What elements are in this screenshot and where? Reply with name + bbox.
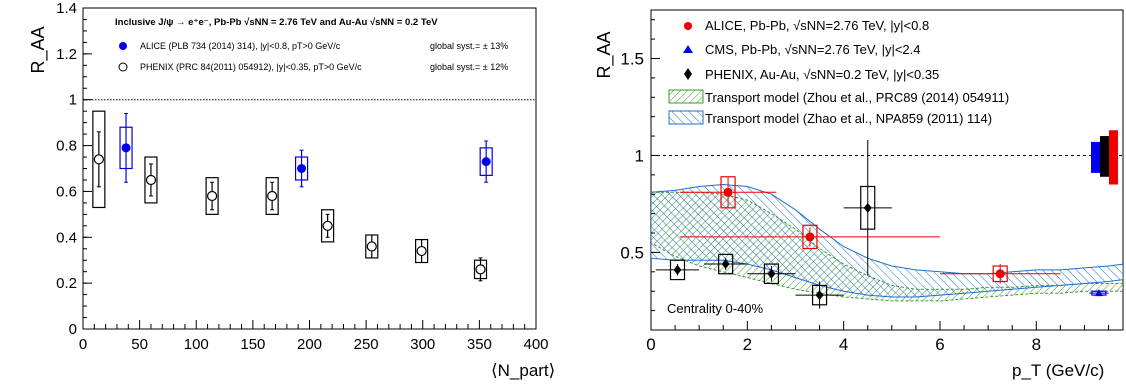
left-x-tick-label: 250 [354,336,379,353]
data-point-alice [121,143,131,153]
left-x-tick-label: 400 [523,336,548,353]
syst-box-phenix [205,177,219,215]
legend-swatch-zhao [668,110,704,125]
legend-label-alice: ALICE (PLB 734 (2014) 314), |y|<0.8, pT>… [140,41,341,51]
data-point-cms [1094,289,1103,297]
syst-box-phenix [763,263,780,285]
global-uncertainty-box-alice [1109,130,1118,185]
syst-box-alice [720,176,736,209]
left-y-tick-label: 0.8 [56,138,77,155]
left-x-tick-label: 350 [467,336,492,353]
left-legend: Inclusive J/ψ → e⁺e⁻, Pb-Pb √sNN = 2.76 … [115,17,508,72]
syst-box-phenix [92,110,106,209]
left-y-axis-label: R_AA [28,26,49,73]
right-y-tick-label: 1.5 [620,49,644,68]
left-x-tick-label: 300 [410,336,435,353]
left-y-tick-label: 0.4 [56,229,77,246]
syst-box-phenix [265,177,279,215]
data-point-phenix [721,259,730,270]
legend-label-alice-pt: ALICE, Pb-Pb, √sNN=2.76 TeV, |y|<0.8 [705,18,929,33]
left-plot-marks [92,110,493,282]
syst-box-phenix [321,209,335,243]
data-point-phenix [322,220,333,231]
legend-swatch-zhou [668,89,704,104]
right-x-tick-label: 2 [743,335,752,354]
left-x-tick-label: 0 [79,336,87,353]
syst-box-phenix [860,185,876,230]
left-y-tick-label: 1.4 [56,0,77,17]
data-point-phenix [815,290,824,301]
legend-marker-cms [683,45,693,53]
syst-box-phenix [669,259,686,281]
data-point-phenix [416,245,427,257]
centrality-annotation: Centrality 0-40% [667,301,764,316]
right-plot-frame [650,9,1124,331]
left-chart-title: Inclusive J/ψ → e⁺e⁻, Pb-Pb √sNN = 2.76 … [115,17,438,28]
data-point-alice [481,157,491,167]
legend-syst-phenix: global syst.= ± 12% [430,62,508,72]
right-plot-marks [655,130,1118,309]
legend-marker-alice-pt [684,22,692,30]
syst-box-alice [802,224,818,250]
left-y-tick-label: 1.2 [56,46,77,63]
right-x-tick-label: 6 [935,335,944,354]
data-point-phenix [93,154,104,165]
data-point-phenix [673,264,682,275]
data-point-phenix [475,264,486,275]
data-point-phenix [767,268,776,279]
legend-marker-alice [119,42,127,50]
data-point-phenix [267,190,278,202]
data-point-phenix [207,190,218,202]
left-y-tick-label: 0.6 [56,183,77,200]
right-x-tick-label: 4 [839,335,848,354]
right-x-axis-label: p_T (GeV/c) [1012,361,1104,380]
legend-label-cms: CMS, Pb-Pb, √sNN=2.76 TeV, |y|<2.4 [705,42,921,57]
left-x-axis-label: ⟨N_part⟩ [491,361,555,380]
right-x-tick-label: 0 [646,335,655,354]
data-point-phenix [145,174,157,186]
left-y-tick-label: 0.2 [56,275,77,292]
left-y-tick-label: 1 [69,92,77,109]
right-axes: 0 2 4 6 8 0.5 1 1.5 [620,19,1123,354]
syst-box-phenix [718,253,734,275]
global-uncertainty-box-cms [1091,141,1100,173]
left-x-tick-label: 150 [240,336,265,353]
syst-box-alice [992,265,1008,283]
data-point-phenix [863,202,872,213]
left-x-tick-label: 100 [184,336,209,353]
left-x-tick-label: 50 [131,336,148,353]
data-point-alice [297,164,307,173]
right-y-tick-label: 1 [635,146,644,165]
legend-label-zhou: Transport model (Zhou et al., PRC89 (201… [705,90,1009,105]
legend-syst-alice: global syst.= ± 13% [430,41,508,51]
left-y-tick-label: 0 [69,321,77,338]
global-uncertainty-box-phenix [1100,136,1109,177]
data-point-alice [723,187,733,197]
left-axes: 0 50 100 150 200 250 300 350 400 0 0.2 0.4 0.6 0.8 1 1.… [56,0,548,353]
right-y-tick-label: 0.5 [620,243,644,262]
legend-label-zhao: Transport model (Zhao et al., NPA859 (20… [705,111,992,126]
right-y-axis-label: R_AA [594,31,615,78]
data-point-alice [805,232,815,242]
right-model-bands [651,183,1123,302]
right-panel: 0 2 4 6 8 0.5 1 1.5 ALICE, Pb-Pb, √sNN=2.76 TeV… [594,9,1124,380]
left-x-tick-label: 200 [297,336,322,353]
legend-label-phenix: PHENIX (PRC 84(2011) 054912), |y|<0.35, … [140,62,362,72]
right-legend: ALICE, Pb-Pb, √sNN=2.76 TeV, |y|<0.8 CMS… [668,18,1009,126]
legend-label-phenix-pt: PHENIX, Au-Au, √sNN=0.2 TeV, |y|<0.35 [705,67,939,82]
model-band-zhao [651,183,1123,298]
data-point-phenix [366,241,377,252]
right-x-tick-label: 8 [1032,335,1041,354]
left-panel: 0 50 100 150 200 250 300 350 400 0 0.2 0.4 0.6 0.8 1 1.… [28,0,555,380]
data-point-alice [995,269,1005,279]
legend-marker-phenix-pt [684,68,692,80]
legend-marker-phenix [118,62,128,72]
syst-box-phenix [811,284,828,306]
syst-box-phenix [144,156,158,204]
